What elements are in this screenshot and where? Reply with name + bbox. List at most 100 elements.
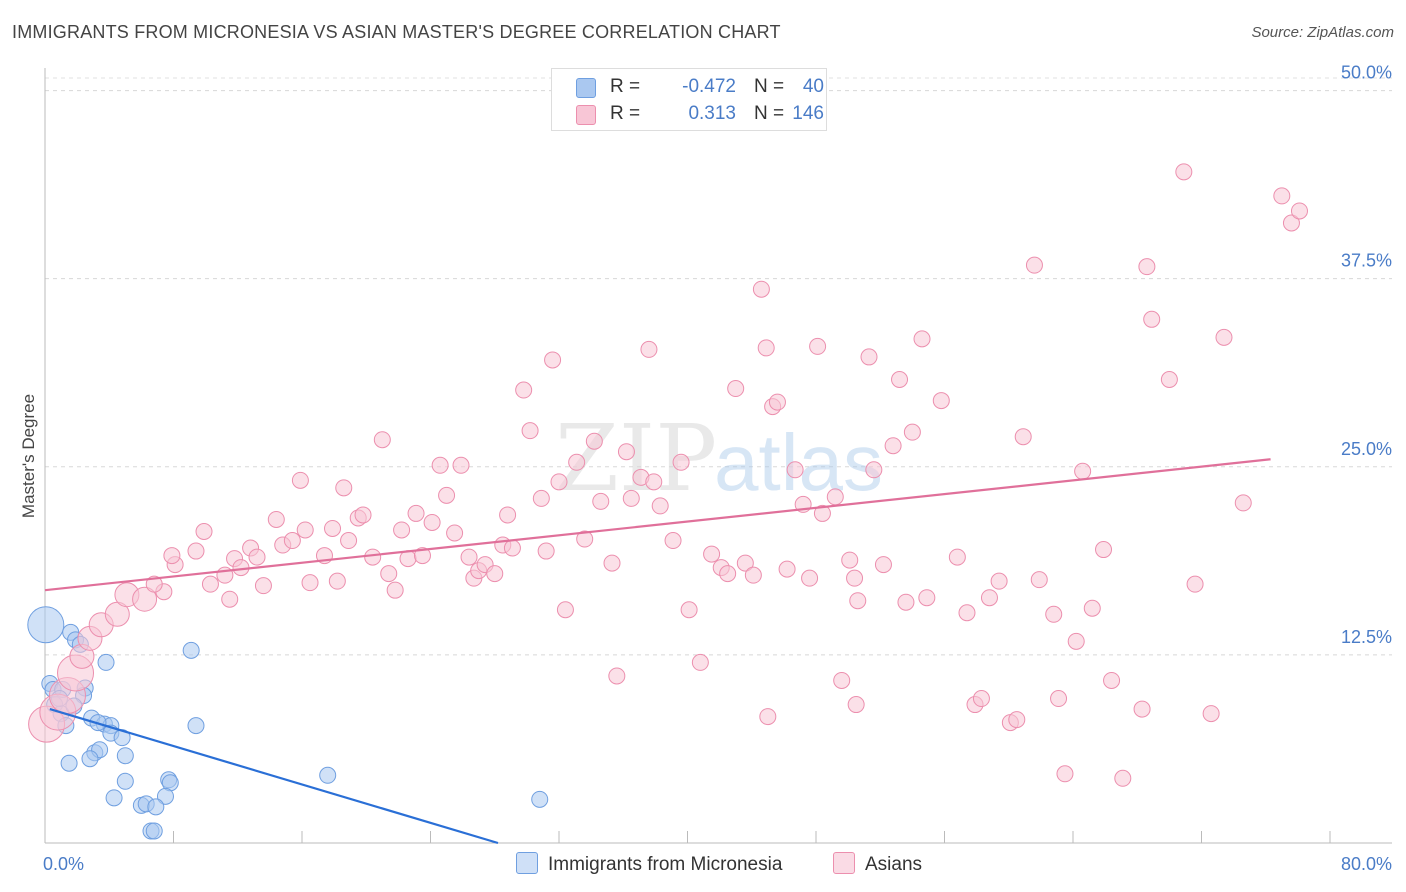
asians-point	[380, 565, 398, 583]
asians-point	[446, 524, 464, 542]
asians-point	[826, 488, 844, 506]
asians-point	[1133, 700, 1151, 718]
asians-point	[1138, 258, 1156, 276]
asians-point	[608, 667, 626, 685]
asians-point	[719, 565, 737, 583]
asians-point	[809, 337, 827, 355]
asians-point	[163, 547, 181, 565]
asians-point	[452, 456, 470, 474]
correlation-legend: R = -0.472 N = 40 R = 0.313 N = 146	[551, 68, 827, 131]
bottom-legend-micronesia[interactable]: Immigrants from Micronesia	[516, 852, 782, 876]
asians-point	[752, 280, 770, 298]
asians-point	[913, 330, 931, 348]
micronesia-point	[145, 822, 163, 840]
asians-point	[413, 547, 431, 565]
asians-point	[786, 461, 804, 479]
asians-point	[1014, 428, 1032, 446]
asians-point	[283, 532, 301, 550]
asians-point	[221, 590, 239, 608]
asians-point	[537, 542, 555, 560]
asians-point	[744, 566, 762, 584]
asians-point	[1234, 494, 1252, 512]
bottom-legend-swatch-micronesia	[516, 852, 538, 874]
asians-point	[1083, 599, 1101, 617]
asians-point	[1202, 705, 1220, 723]
asians-point	[846, 569, 864, 587]
legend-swatch-micronesia	[576, 78, 596, 98]
legend-r-value: -0.472	[682, 76, 736, 97]
asians-point	[727, 380, 745, 398]
asians-point	[990, 572, 1008, 590]
asians-point	[460, 548, 478, 566]
legend-r-value: 0.313	[688, 103, 736, 124]
asians-point	[1067, 632, 1085, 650]
asians-point	[1175, 163, 1193, 181]
asians-point	[1056, 765, 1074, 783]
asians-point	[364, 548, 382, 566]
asians-point	[201, 575, 219, 593]
x-tick-label: 0.0%	[43, 854, 84, 874]
asians-point	[691, 653, 709, 671]
tick-labels: 12.5% 25.0% 37.5% 50.0% 0.0% 80.0%	[43, 63, 1392, 874]
asians-point	[703, 545, 721, 563]
asians-point	[499, 506, 517, 524]
y-axis-label: Master's Degree	[19, 394, 38, 518]
asians-point	[386, 581, 404, 599]
asians-point	[1025, 256, 1043, 274]
asians-point	[132, 586, 158, 612]
asians-point	[664, 532, 682, 550]
micronesia-point	[182, 641, 200, 659]
asians-point	[1215, 328, 1233, 346]
asians-point	[1050, 690, 1068, 708]
asians-point	[884, 437, 902, 455]
asians-point	[354, 506, 372, 524]
asians-point	[759, 708, 777, 726]
asians-point	[680, 601, 698, 619]
legend-r-label: R =	[610, 103, 641, 124]
asians-point	[768, 393, 786, 411]
micronesia-point	[319, 766, 337, 784]
bottom-legend-swatch-asians	[833, 852, 855, 874]
asians-point	[407, 504, 425, 522]
asians-point	[393, 521, 411, 539]
y-tick-label: 25.0%	[1341, 439, 1392, 459]
asians-point	[503, 539, 521, 557]
micronesia-point	[60, 754, 78, 772]
bottom-legend-asians[interactable]: Asians	[833, 852, 922, 876]
asians-point	[585, 432, 603, 450]
asians-point	[145, 575, 163, 593]
asians-point	[532, 489, 550, 507]
asians-point	[891, 371, 909, 389]
asians-point	[1095, 541, 1113, 559]
trend-lines	[44, 458, 1271, 845]
data-points	[27, 163, 1308, 840]
asians-point	[813, 504, 831, 522]
y-tick-label: 50.0%	[1341, 63, 1392, 83]
asians-point	[187, 542, 205, 560]
asians-point	[328, 572, 346, 590]
micronesia-trend-line	[49, 708, 499, 845]
asians-point	[778, 560, 796, 578]
asians-point	[1008, 711, 1026, 729]
asians-point	[1273, 187, 1291, 205]
asians-point	[1282, 214, 1300, 232]
micronesia-point	[97, 653, 115, 671]
asians-point	[1186, 575, 1204, 593]
micronesia-point	[81, 750, 99, 768]
asians-point	[568, 453, 586, 471]
micronesia-point	[116, 747, 134, 765]
legend-swatch-asians	[576, 105, 596, 125]
asians-point	[874, 556, 892, 574]
asians-point	[486, 565, 504, 583]
legend-n-value: 146	[792, 103, 824, 124]
asians-point	[918, 589, 936, 607]
asians-point	[301, 574, 319, 592]
asians-point	[948, 548, 966, 566]
y-tick-label: 12.5%	[1341, 627, 1392, 647]
asians-point	[847, 696, 865, 714]
asians-point	[254, 577, 272, 595]
asians-point	[972, 690, 990, 708]
asians-point	[980, 589, 998, 607]
asians-point	[373, 431, 391, 449]
asians-point	[1030, 571, 1048, 589]
